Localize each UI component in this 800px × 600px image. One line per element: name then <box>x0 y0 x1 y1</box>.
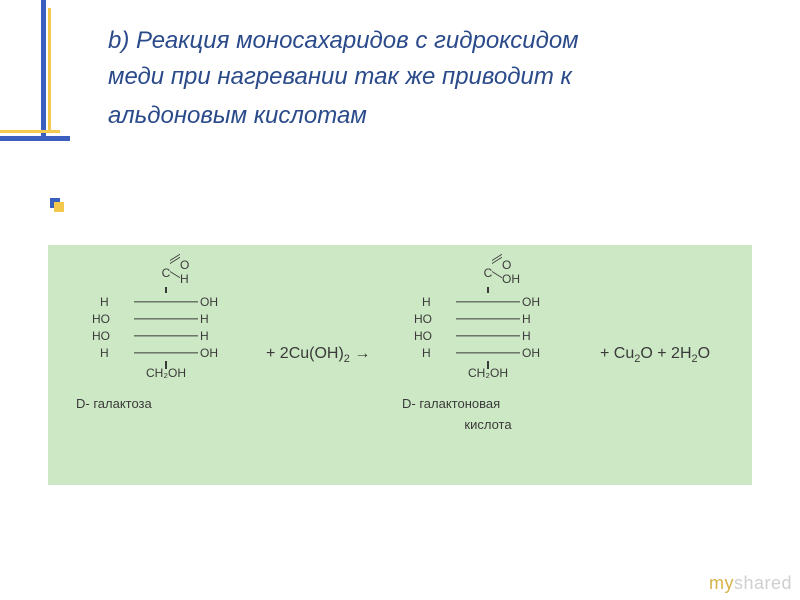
fischer-row: HOH <box>106 310 226 327</box>
fischer-row: HOH <box>106 293 226 310</box>
reactant-structure: C O H HOH HOH HOH HOH CH₂OH D- галактоза <box>106 261 226 410</box>
reactant-top-group: C O H <box>106 261 226 287</box>
bullet-icon <box>50 198 64 212</box>
reactant-bottom-group: CH₂OH <box>106 367 226 379</box>
reactant-label: D- галактоза <box>76 397 226 410</box>
product-label-line1: D- галактоновая <box>402 397 548 410</box>
fischer-row: HOH <box>106 327 226 344</box>
title-line-3: альдоновым кислотам <box>108 100 742 132</box>
deco-horizontal-yellow <box>0 130 60 133</box>
fischer-row: HOH <box>428 344 548 361</box>
fischer-row: HOH <box>428 293 548 310</box>
deco-vertical-yellow <box>48 8 51 130</box>
deco-vertical-blue <box>41 0 46 136</box>
fischer-row: HOH <box>428 310 548 327</box>
slide: b) Реакция моносахаридов с гидроксидом м… <box>0 0 800 600</box>
reagent-text: + 2Cu(OH)2 → <box>266 345 370 365</box>
product-structure: C O OH HOH HOH HOH HOH CH₂OH D- галактон… <box>428 261 548 431</box>
reaction-panel: C O H HOH HOH HOH HOH CH₂OH D- галактоза… <box>48 245 752 485</box>
product-top-group: C O OH <box>428 261 548 287</box>
product-bottom-group: CH₂OH <box>428 367 548 379</box>
product-label-line2: кислота <box>428 418 548 431</box>
fischer-row: HOH <box>106 344 226 361</box>
byproducts-text: + Cu2O + 2H2O <box>600 345 710 365</box>
watermark: myshared <box>709 573 792 594</box>
fischer-row: HOH <box>428 327 548 344</box>
title-line-2: меди при нагревании так же приводит к <box>108 61 742 93</box>
title-line-1: b) Реакция моносахаридов с гидроксидом <box>108 25 742 57</box>
deco-horizontal-blue <box>0 136 70 141</box>
slide-title: b) Реакция моносахаридов с гидроксидом м… <box>108 25 742 132</box>
